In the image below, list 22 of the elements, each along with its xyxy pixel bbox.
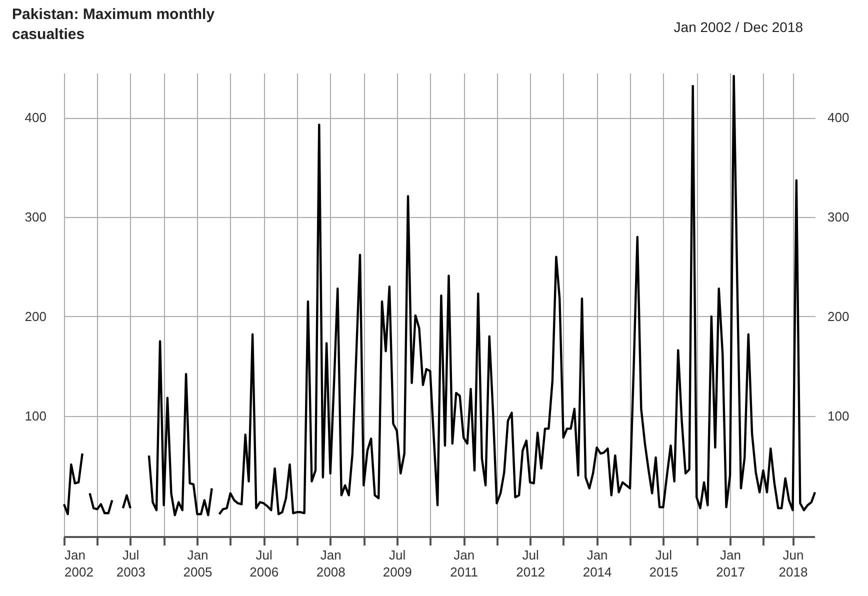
x-tick-label: Jun 2018 [778, 548, 808, 580]
x-tick-label: Jul 2006 [250, 548, 279, 580]
x-tick-label: Jan 2008 [316, 548, 346, 580]
y-tick-label: 100 [24, 408, 46, 424]
x-tick-label: Jan 2002 [64, 548, 94, 580]
y2-tick-label: 300 [828, 210, 850, 225]
x-tick-label: Jul 2015 [649, 548, 678, 580]
y2-tick-label: 400 [828, 110, 850, 126]
y2-tick-label: 100 [828, 408, 850, 424]
x-tick-label: Jul 2009 [382, 548, 412, 580]
x-tick-label: Jul 2012 [516, 548, 546, 580]
x-tick-label: Jan 2014 [582, 548, 612, 580]
chart-subtitle: Jan 2002 / Dec 2018 [674, 19, 804, 35]
y-tick-label: 200 [24, 308, 46, 324]
y2-tick-label: 200 [828, 308, 850, 324]
x-tick-label: Jan 2017 [716, 548, 745, 580]
y-tick-label: 300 [24, 210, 46, 225]
y-tick-label: 400 [24, 110, 46, 126]
x-tick-label: Jan 2011 [450, 548, 478, 580]
x-tick-label: Jan 2005 [183, 548, 212, 580]
x-tick-label: Jul 2003 [116, 548, 146, 580]
chart-title: Pakistan: Maximum monthly casualties [12, 6, 216, 43]
